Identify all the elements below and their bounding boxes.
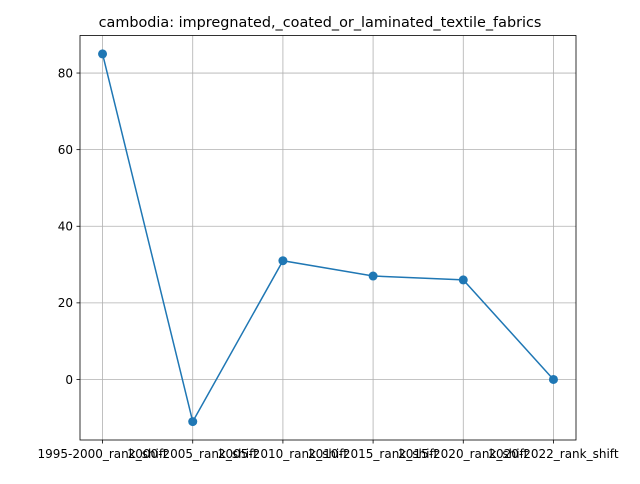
y-tick-label: 20 <box>58 296 73 310</box>
data-point-marker <box>458 275 468 285</box>
data-point-marker <box>98 49 108 59</box>
y-tick-label: 60 <box>58 143 73 157</box>
x-tick-label: 2020-2022_rank_shift <box>488 447 618 461</box>
x-tick-label: 2000-2005_rank_shift <box>128 447 258 461</box>
data-point-marker <box>188 417 198 427</box>
x-tick-label: 2015-2020_rank_shift <box>398 447 528 461</box>
grid-lines <box>80 35 576 440</box>
plot-area-frame <box>79 35 577 441</box>
series-layer <box>98 49 558 427</box>
series-line <box>101 53 555 424</box>
y-tick-label: 80 <box>58 66 73 80</box>
x-tick-label: 2010-2015_rank_shift <box>308 447 438 461</box>
chart-title: cambodia: impregnated,_coated_or_laminat… <box>99 15 542 31</box>
y-tick-label: 40 <box>58 220 73 234</box>
axis-ticks: 1995-2000_rank_shift2000-2005_rank_shift… <box>37 66 618 461</box>
data-point-marker <box>368 271 378 281</box>
x-tick-label: 2005-2010_rank_shift <box>218 447 348 461</box>
x-tick-label: 1995-2000_rank_shift <box>37 447 167 461</box>
data-point-marker <box>548 374 558 384</box>
y-tick-label: 0 <box>65 373 73 387</box>
data-point-marker <box>278 256 288 266</box>
